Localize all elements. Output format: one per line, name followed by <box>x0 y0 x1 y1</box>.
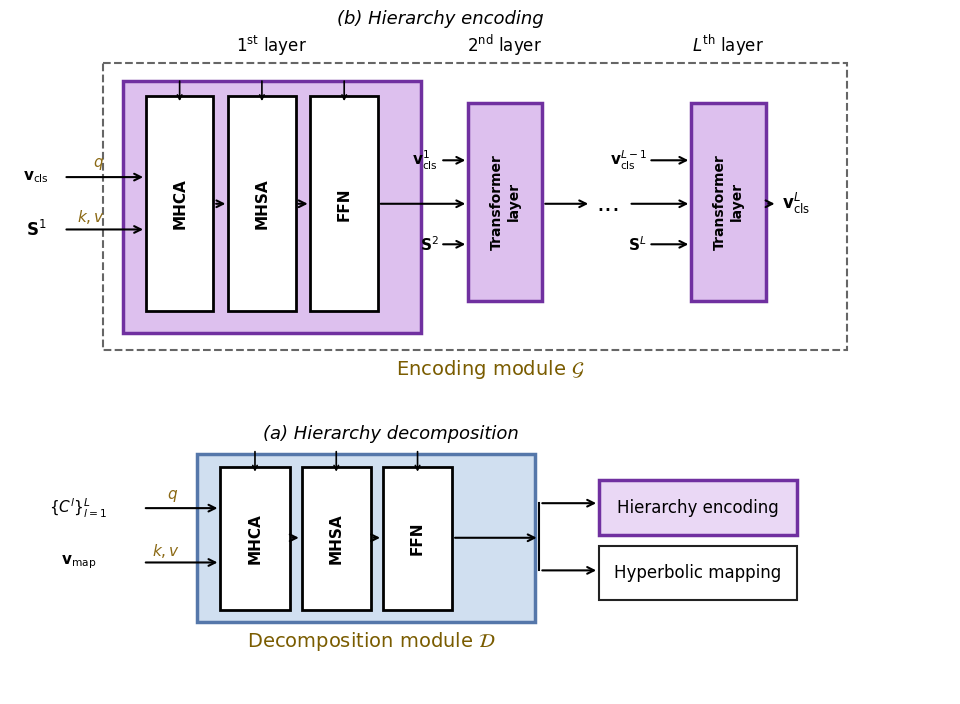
Bar <box>198 454 535 622</box>
Bar <box>220 467 290 610</box>
Bar <box>228 96 296 311</box>
Text: $\mathbf{v}_{\mathrm{cls}}^1$: $\mathbf{v}_{\mathrm{cls}}^1$ <box>413 149 439 172</box>
Text: Hierarchy encoding: Hierarchy encoding <box>617 498 779 517</box>
Bar <box>599 480 797 535</box>
Text: $\mathbf{S}^2$: $\mathbf{S}^2$ <box>420 235 439 253</box>
Text: $\mathbf{v}_{\mathrm{map}}$: $\mathbf{v}_{\mathrm{map}}$ <box>60 553 96 571</box>
Text: ...: ... <box>597 191 621 215</box>
Text: MHSA: MHSA <box>254 178 270 229</box>
Text: $L^{\mathrm{th}}$ layer: $L^{\mathrm{th}}$ layer <box>692 33 764 58</box>
Text: $\mathbf{S}^L$: $\mathbf{S}^L$ <box>628 235 646 253</box>
Bar <box>104 63 847 350</box>
Bar <box>691 103 765 301</box>
Text: FFN: FFN <box>410 522 425 555</box>
Text: $2^{\mathrm{nd}}$ layer: $2^{\mathrm{nd}}$ layer <box>468 33 542 58</box>
Bar <box>468 103 542 301</box>
Text: $\mathbf{S}^1$: $\mathbf{S}^1$ <box>26 220 46 239</box>
Text: Transformer
layer: Transformer layer <box>491 154 520 250</box>
Bar <box>383 467 452 610</box>
Text: Decomposition module $\mathcal{D}$: Decomposition module $\mathcal{D}$ <box>247 630 495 653</box>
Text: $q$: $q$ <box>93 156 104 172</box>
Text: (b) Hierarchy encoding: (b) Hierarchy encoding <box>337 10 543 28</box>
Text: Transformer
layer: Transformer layer <box>713 154 743 250</box>
Bar <box>123 81 420 333</box>
Text: MHSA: MHSA <box>328 513 344 564</box>
Bar <box>146 96 213 311</box>
Bar <box>310 96 378 311</box>
Text: Encoding module $\mathcal{G}$: Encoding module $\mathcal{G}$ <box>396 358 585 382</box>
Text: $1^{\mathrm{st}}$ layer: $1^{\mathrm{st}}$ layer <box>236 34 307 58</box>
Text: Hyperbolic mapping: Hyperbolic mapping <box>614 564 781 582</box>
Bar <box>599 546 797 600</box>
Text: FFN: FFN <box>337 187 351 220</box>
Text: $q$: $q$ <box>167 489 179 504</box>
Text: $\{C^l\}_{l=1}^{L}$: $\{C^l\}_{l=1}^{L}$ <box>49 496 108 520</box>
Text: $k, v$: $k, v$ <box>78 208 106 225</box>
Text: $k, v$: $k, v$ <box>152 541 180 560</box>
Text: $\mathbf{v}_{\mathrm{cls}}^L$: $\mathbf{v}_{\mathrm{cls}}^L$ <box>782 191 810 216</box>
Text: (a) Hierarchy decomposition: (a) Hierarchy decomposition <box>263 425 518 443</box>
Text: $\mathbf{v}_{\mathrm{cls}}$: $\mathbf{v}_{\mathrm{cls}}$ <box>23 169 49 185</box>
Bar <box>301 467 371 610</box>
Text: MHCA: MHCA <box>248 513 262 564</box>
Text: MHCA: MHCA <box>172 178 187 229</box>
Text: $\mathbf{v}_{\mathrm{cls}}^{L-1}$: $\mathbf{v}_{\mathrm{cls}}^{L-1}$ <box>610 149 646 172</box>
